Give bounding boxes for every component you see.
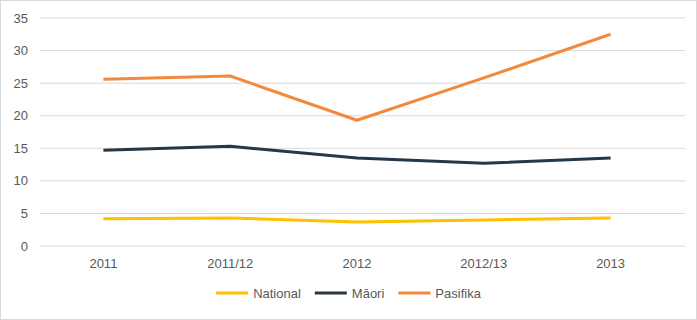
y-tick-label: 0 xyxy=(21,239,28,254)
x-tick-label: 2012/13 xyxy=(460,256,507,271)
legend-label: Māori xyxy=(352,286,385,301)
grid-line xyxy=(40,18,685,19)
grid-line xyxy=(40,83,685,84)
grid-line xyxy=(40,180,685,181)
grid-line xyxy=(40,115,685,116)
y-tick-label: 25 xyxy=(14,76,28,91)
series-line xyxy=(103,34,610,120)
y-tick-label: 35 xyxy=(14,11,28,26)
y-tick-label: 5 xyxy=(21,206,28,221)
grid-line xyxy=(40,213,685,214)
series-group xyxy=(103,34,610,222)
y-tick-label: 30 xyxy=(14,43,28,58)
y-tick-label: 15 xyxy=(14,141,28,156)
chart-container: 0 5 10 15 20 25 30 35 2011 2011/12 2012 2012/13 2013… xyxy=(0,0,697,320)
y-tick-label: 20 xyxy=(14,108,28,123)
x-tick-label: 2012 xyxy=(343,256,372,271)
grid-line xyxy=(40,50,685,51)
legend-swatch xyxy=(315,292,347,295)
series-line xyxy=(103,218,610,222)
legend: National Māori Pasifika xyxy=(216,286,482,301)
y-tick-label: 10 xyxy=(14,173,28,188)
legend-label: Pasifika xyxy=(435,286,481,301)
legend-swatch xyxy=(216,292,248,295)
x-tick-label: 2013 xyxy=(596,256,625,271)
legend-label: National xyxy=(253,286,301,301)
x-tick-label: 2011/12 xyxy=(207,256,253,271)
chart-svg: 0 5 10 15 20 25 30 35 2011 2011/12 2012 2012/13 2013… xyxy=(0,0,697,320)
series-line xyxy=(103,146,610,163)
grid-line xyxy=(40,246,685,247)
legend-swatch xyxy=(398,292,430,295)
x-tick-label: 2011 xyxy=(89,256,117,271)
chart-frame xyxy=(1,1,697,320)
